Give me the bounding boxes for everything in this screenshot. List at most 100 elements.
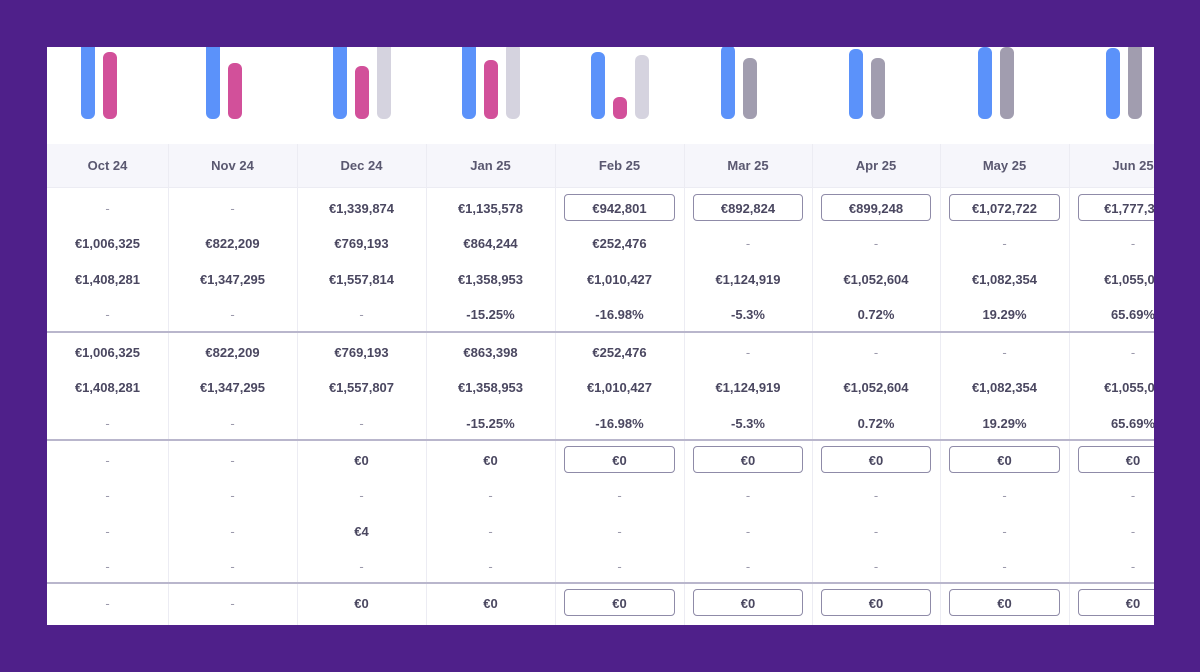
table-cell: - <box>105 201 110 216</box>
table-cell: €1,124,919 <box>715 272 781 287</box>
table-cell: €252,476 <box>592 345 647 360</box>
table-cell: 0.72% <box>857 416 895 431</box>
bar-mar-25-1 <box>743 58 757 119</box>
table-cell: - <box>230 559 235 574</box>
editable-cell-input[interactable]: €892,824 <box>693 194 803 221</box>
editable-cell-input[interactable]: €0 <box>693 589 803 616</box>
editable-cell-input[interactable]: €0 <box>821 589 931 616</box>
bar-feb-25-2 <box>634 55 649 119</box>
column-divider <box>297 144 298 625</box>
editable-cell-input[interactable]: €0 <box>949 589 1060 616</box>
bar-dec-24-0 <box>332 47 347 119</box>
column-header-feb-25[interactable]: Feb 25 <box>598 158 641 173</box>
bar-may-25-1 <box>999 47 1014 119</box>
table-cell: - <box>230 453 235 468</box>
table-cell: - <box>488 524 493 539</box>
table-cell: - <box>105 307 110 322</box>
table-cell: €1,006,325 <box>74 345 141 360</box>
table-cell: -15.25% <box>466 307 515 322</box>
table-cell: 19.29% <box>982 307 1027 322</box>
table-cell: €1,347,295 <box>199 272 266 287</box>
editable-cell-input[interactable]: €1,777,38 <box>1078 194 1154 221</box>
table-cell: - <box>230 201 235 216</box>
table-cell: €769,193 <box>334 236 389 251</box>
column-header-dec-24[interactable]: Dec 24 <box>340 158 383 173</box>
table-cell: - <box>230 307 235 322</box>
bar-dec-24-2 <box>376 47 391 119</box>
table-cell: 65.69% <box>1110 307 1154 322</box>
table-cell: - <box>105 524 110 539</box>
editable-cell-input[interactable]: €899,248 <box>821 194 931 221</box>
column-divider <box>940 144 941 625</box>
column-header-jun-25[interactable]: Jun 25 <box>1112 158 1154 173</box>
table-cell: - <box>873 559 879 574</box>
editable-cell-input[interactable]: €1,072,722 <box>949 194 1060 221</box>
table-cell: - <box>873 488 879 503</box>
table-cell: €1,010,427 <box>586 380 653 395</box>
table-cell: - <box>745 488 751 503</box>
table-cell: - <box>745 345 751 360</box>
table-cell: - <box>617 524 622 539</box>
editable-cell-input[interactable]: €0 <box>564 446 675 473</box>
row-group-separator <box>47 439 1154 441</box>
table-cell: €1,082,354 <box>971 380 1038 395</box>
editable-cell-input[interactable]: €0 <box>693 446 803 473</box>
bar-apr-25-1 <box>871 58 885 119</box>
table-cell: - <box>105 596 110 611</box>
table-cell: €1,347,295 <box>199 380 266 395</box>
table-cell: - <box>873 524 879 539</box>
table-cell: -16.98% <box>595 307 644 322</box>
bar-oct-24-1 <box>102 52 117 119</box>
bar-feb-25-1 <box>612 97 627 119</box>
editable-cell-input[interactable]: €0 <box>564 589 675 616</box>
table-cell: - <box>488 559 493 574</box>
column-header-jan-25[interactable]: Jan 25 <box>470 158 511 173</box>
column-header-nov-24[interactable]: Nov 24 <box>211 158 254 173</box>
column-divider <box>555 144 556 625</box>
table-cell: €822,209 <box>205 236 260 251</box>
table-cell: €1,052,604 <box>843 380 909 395</box>
table-cell: - <box>1130 488 1136 503</box>
editable-cell-input[interactable]: €0 <box>1078 589 1154 616</box>
bar-jan-25-0 <box>461 47 476 119</box>
table-cell: €1,408,281 <box>74 272 141 287</box>
table-cell: €1,408,281 <box>74 380 141 395</box>
table-header: Oct 24 Nov 24 Dec 24 Jan 25 Feb 25 Mar 25 Apr … <box>47 144 1154 188</box>
table-cell: - <box>1130 524 1136 539</box>
table-cell: €1,052,604 <box>843 272 909 287</box>
table-cell: €1,358,953 <box>457 380 524 395</box>
column-header-oct-24[interactable]: Oct 24 <box>87 158 128 173</box>
table-cell: €1,358,953 <box>457 272 524 287</box>
table-cell: -5.3% <box>731 307 765 322</box>
table-cell: 19.29% <box>982 416 1027 431</box>
column-divider <box>1069 144 1070 625</box>
bar-dec-24-1 <box>354 66 369 119</box>
table-cell: - <box>230 416 235 431</box>
table-cell: €1,055,06 <box>1104 380 1154 395</box>
forecast-table-card: Oct 24 Nov 24 Dec 24 Jan 25 Feb 25 Mar 25 Apr … <box>47 47 1154 625</box>
editable-cell-input[interactable]: €942,801 <box>564 194 675 221</box>
bar-oct-24-0 <box>80 47 95 119</box>
table-cell: €1,010,427 <box>586 272 653 287</box>
column-header-apr-25[interactable]: Apr 25 <box>855 158 897 173</box>
table-cell: - <box>230 488 235 503</box>
table-cell: €1,339,874 <box>328 201 395 216</box>
table-cell: 65.69% <box>1110 416 1154 431</box>
table-cell: €863,398 <box>463 345 518 360</box>
column-header-mar-25[interactable]: Mar 25 <box>727 158 769 173</box>
column-header-may-25[interactable]: May 25 <box>982 158 1027 173</box>
column-divider <box>812 144 813 625</box>
bar-nov-24-0 <box>205 47 220 119</box>
bar-nov-24-1 <box>227 63 242 119</box>
table-cell: - <box>105 559 110 574</box>
editable-cell-input[interactable]: €0 <box>1078 446 1154 473</box>
table-cell: - <box>105 416 110 431</box>
table-cell: - <box>1002 559 1007 574</box>
table-cell: €1,006,325 <box>74 236 141 251</box>
table-cell: €1,557,814 <box>328 272 395 287</box>
table-cell: -15.25% <box>466 416 515 431</box>
editable-cell-input[interactable]: €0 <box>821 446 931 473</box>
row-group-separator <box>47 582 1154 584</box>
table-cell: - <box>873 236 879 251</box>
editable-cell-input[interactable]: €0 <box>949 446 1060 473</box>
